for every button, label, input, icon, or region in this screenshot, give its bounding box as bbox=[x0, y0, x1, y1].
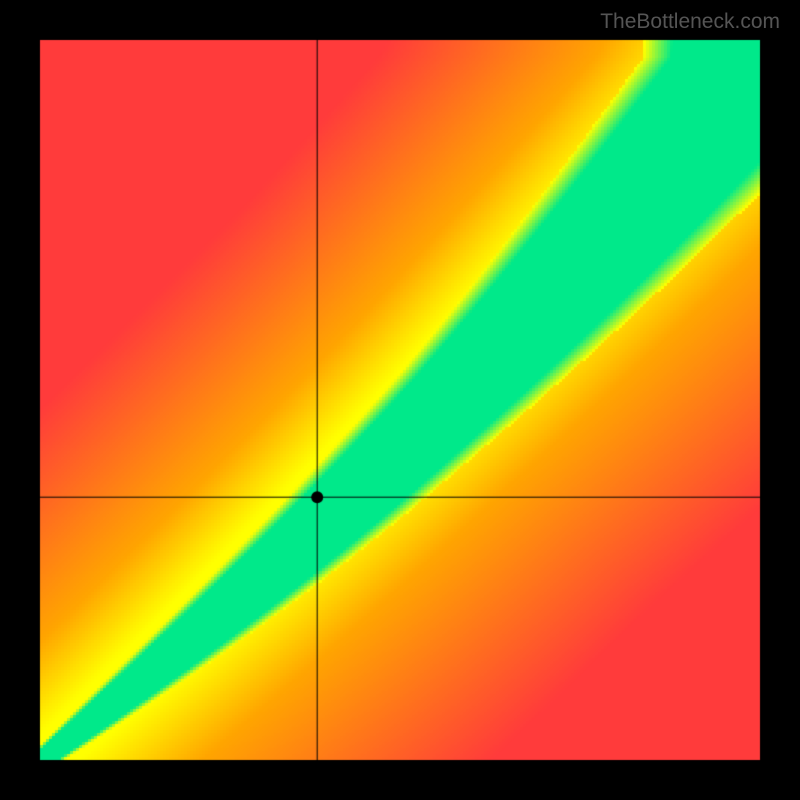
watermark-text: TheBottleneck.com bbox=[600, 10, 780, 34]
chart-container: TheBottleneck.com bbox=[0, 0, 800, 800]
bottleneck-heatmap bbox=[0, 0, 800, 800]
